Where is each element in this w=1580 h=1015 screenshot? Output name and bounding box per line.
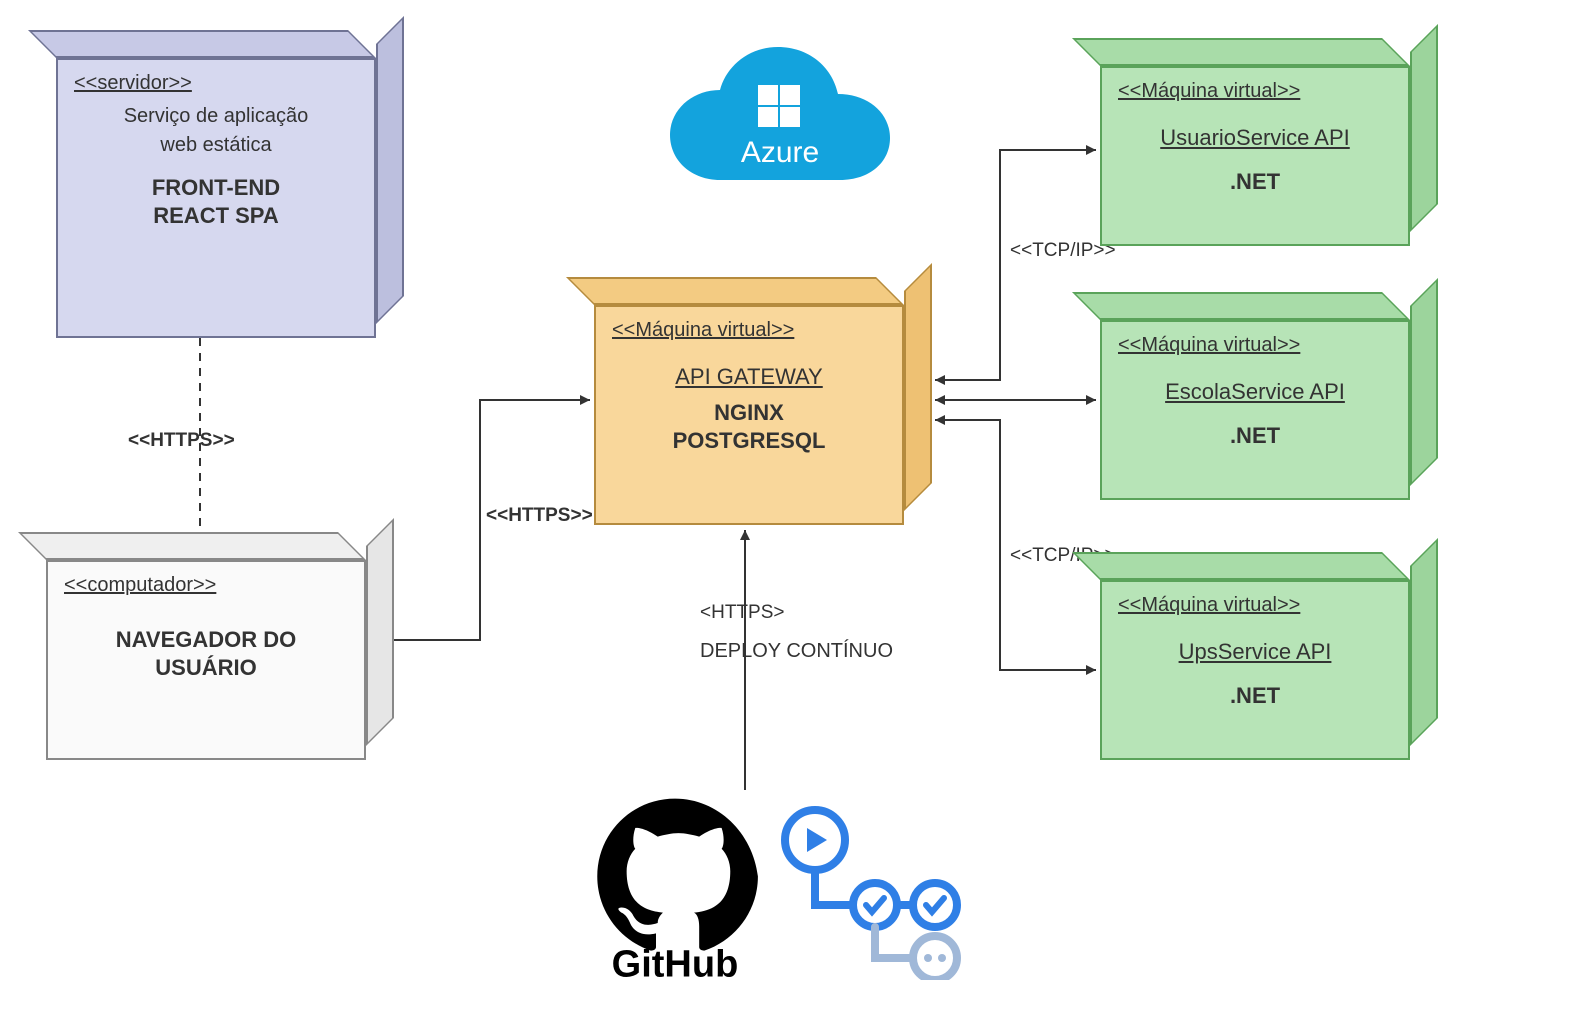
title: REACT SPA — [74, 203, 358, 229]
subtitle: web estática — [74, 134, 358, 157]
edge-gateway-usuario — [935, 150, 1096, 380]
title-underline: EscolaService API — [1118, 379, 1392, 405]
azure-logo: Azure — [640, 30, 900, 200]
label-github-gateway-1: <HTTPS> — [700, 602, 784, 624]
title: FRONT-END — [74, 175, 358, 201]
label-frontend-browser: <<HTTPS>> — [128, 430, 235, 452]
stereotype: <<servidor>> — [74, 72, 358, 95]
diagram-canvas: Azure GitHub — [0, 0, 1580, 1015]
stereotype: <<Máquina virtual>> — [1118, 80, 1392, 103]
title-underline: UpsService API — [1118, 639, 1392, 665]
stereotype: <<Máquina virtual>> — [1118, 594, 1392, 617]
github-actions-logo — [770, 800, 970, 985]
subtitle: Serviço de aplicação — [74, 105, 358, 128]
title: .NET — [1118, 423, 1392, 449]
node-frontend: <<servidor>> Serviço de aplicação web es… — [56, 58, 376, 338]
stereotype: <<computador>> — [64, 574, 348, 597]
title: .NET — [1118, 169, 1392, 195]
node-gateway: <<Máquina virtual>> API GATEWAY NGINX PO… — [594, 305, 904, 525]
node-usuario-service: <<Máquina virtual>> UsuarioService API .… — [1100, 66, 1410, 246]
title: NAVEGADOR DO — [64, 627, 348, 653]
stereotype: <<Máquina virtual>> — [612, 319, 886, 342]
node-ups-service: <<Máquina virtual>> UpsService API .NET — [1100, 580, 1410, 760]
stereotype: <<Máquina virtual>> — [1118, 334, 1392, 357]
title-underline: UsuarioService API — [1118, 125, 1392, 151]
title: NGINX — [612, 400, 886, 426]
node-browser: <<computador>> NAVEGADOR DO USUÁRIO — [46, 560, 366, 760]
title: POSTGRESQL — [612, 428, 886, 454]
label-github-gateway-2: DEPLOY CONTÍNUO — [700, 640, 893, 663]
node-escola-service: <<Máquina virtual>> EscolaService API .N… — [1100, 320, 1410, 500]
azure-label: Azure — [741, 136, 819, 169]
title: .NET — [1118, 683, 1392, 709]
label-browser-gateway: <<HTTPS>> — [486, 505, 593, 527]
github-logo: GitHub — [565, 790, 785, 985]
title-underline: API GATEWAY — [612, 364, 886, 390]
github-label: GitHub — [612, 944, 739, 980]
title: USUÁRIO — [64, 655, 348, 681]
